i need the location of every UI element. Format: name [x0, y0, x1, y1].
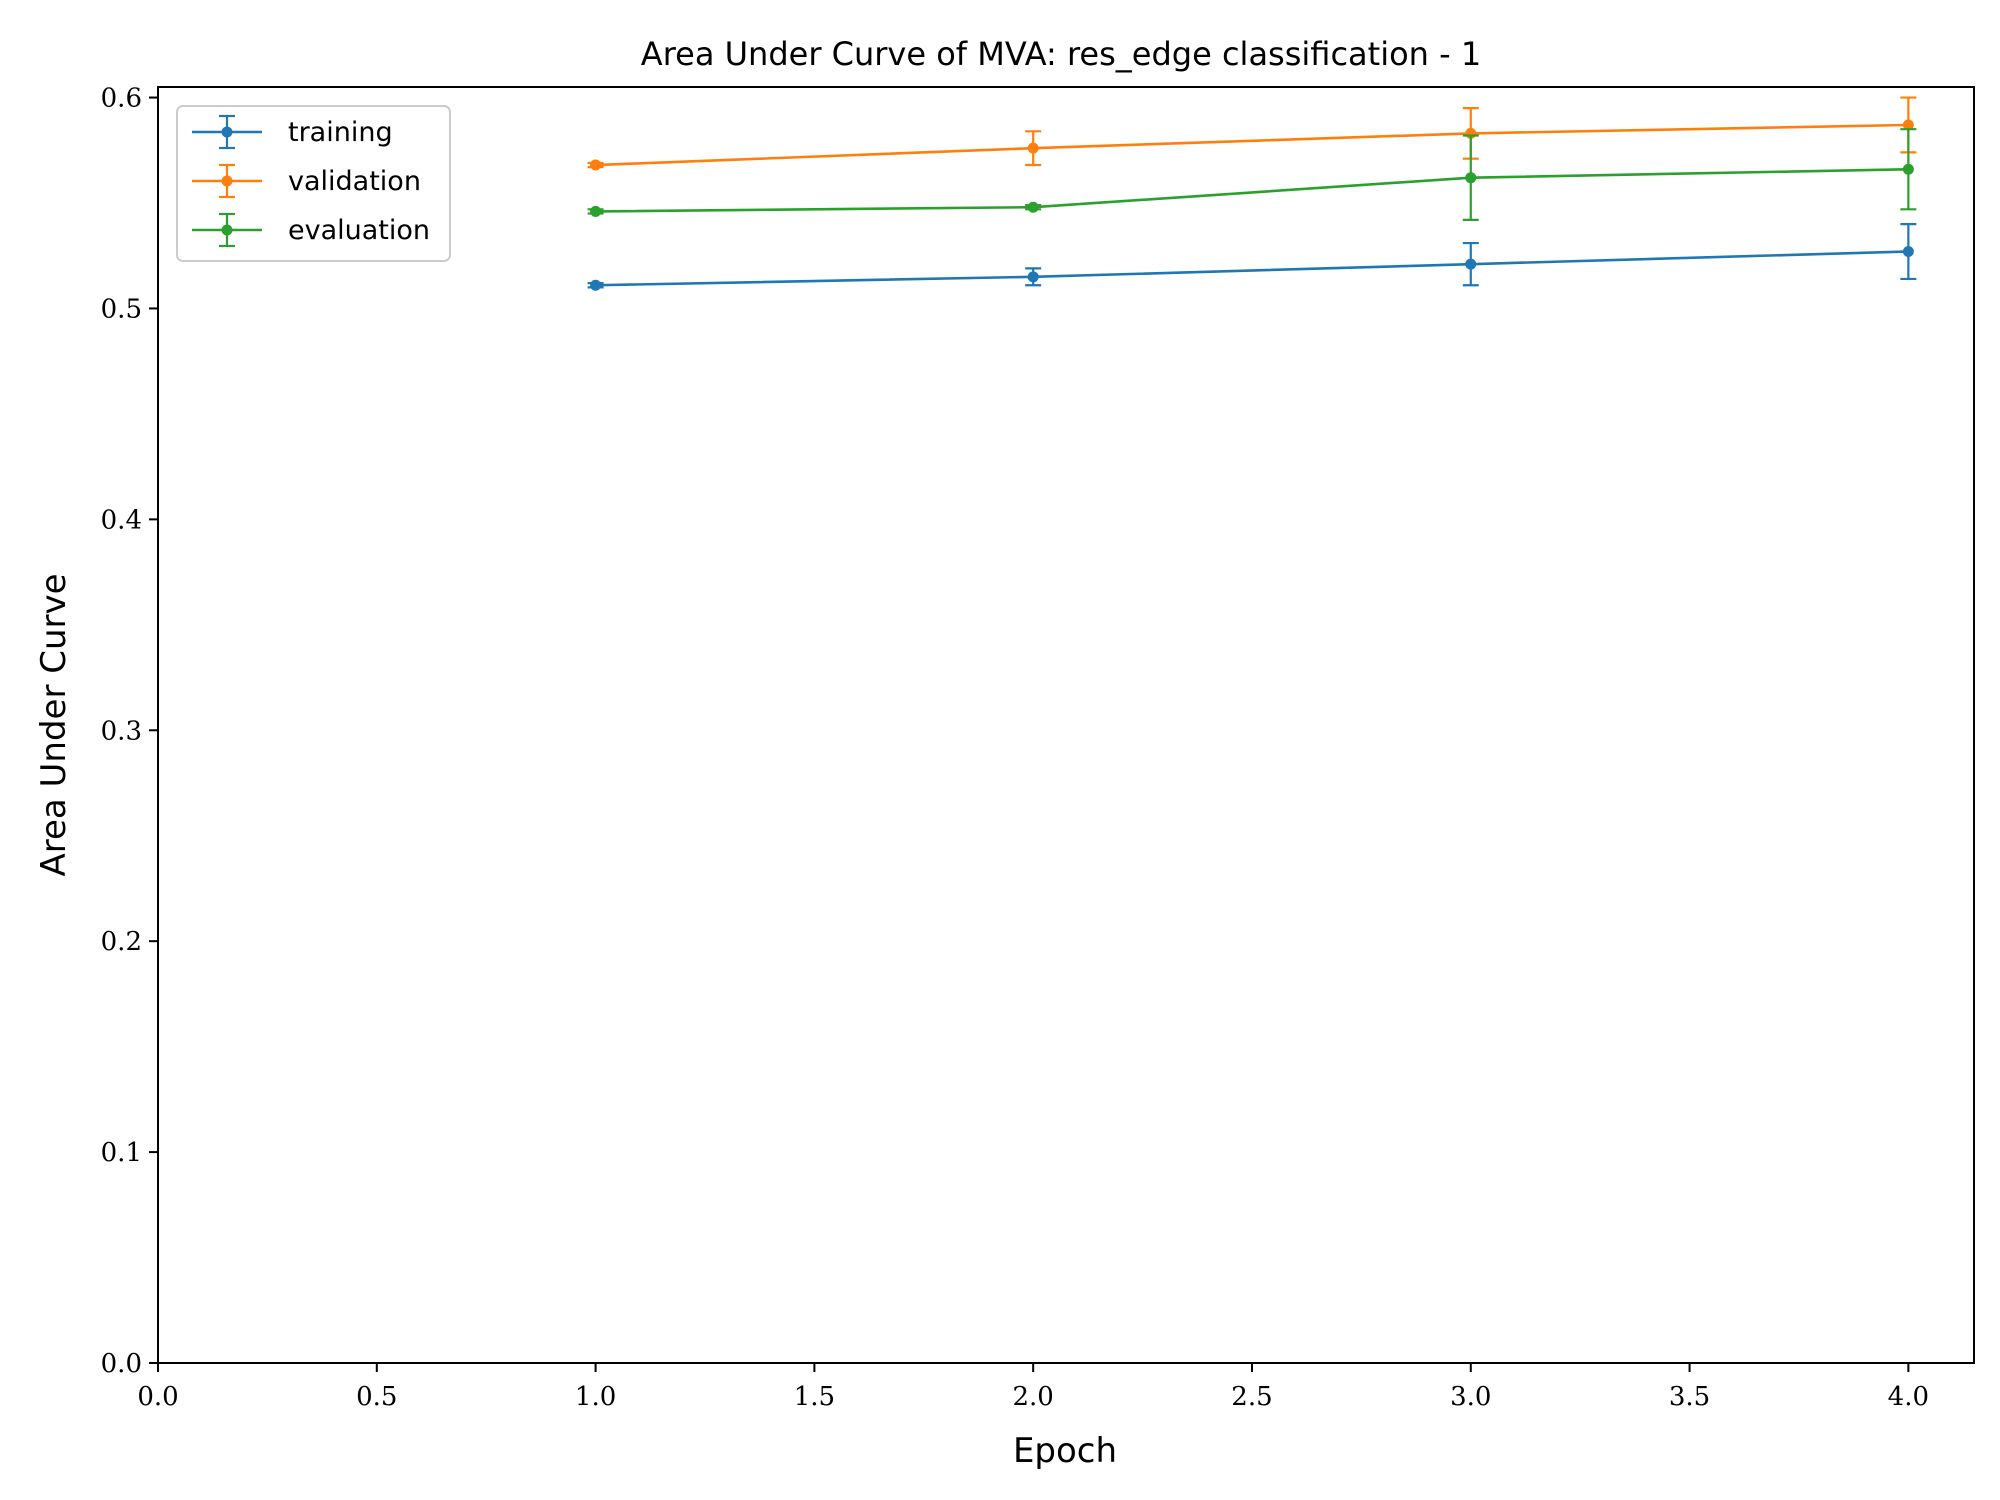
- legend-label: evaluation: [288, 215, 430, 246]
- legend-marker: [221, 126, 233, 138]
- series-line-training: [595, 250, 1909, 287]
- series-training: [587, 222, 1917, 291]
- y-tick-label: 0.2: [101, 927, 142, 957]
- x-tick-label: 4.0: [1888, 1382, 1929, 1412]
- plot-frame: [157, 86, 1975, 1364]
- data-point-training: [1902, 246, 1914, 258]
- data-point-evaluation: [1027, 201, 1039, 213]
- legend-frame: [176, 105, 451, 262]
- data-point-evaluation: [1902, 163, 1914, 175]
- x-tick-label: 1.0: [575, 1382, 616, 1412]
- x-tick-label: 3.0: [1450, 1382, 1491, 1412]
- x-tick-label: 0.5: [356, 1382, 397, 1412]
- legend-entry-evaluation: evaluation: [192, 212, 430, 248]
- legend-label: training: [288, 117, 393, 148]
- series-line-validation: [595, 123, 1909, 167]
- data-point-evaluation: [590, 205, 602, 217]
- series-evaluation: [587, 128, 1917, 221]
- data-point-validation: [1902, 119, 1914, 131]
- y-tick-label: 0.6: [101, 84, 142, 114]
- data-point-training: [1465, 258, 1477, 270]
- series-line-evaluation: [595, 167, 1909, 213]
- x-tick-label: 0.0: [137, 1382, 178, 1412]
- x-tick-label: 2.0: [1013, 1382, 1054, 1412]
- data-point-evaluation: [1465, 172, 1477, 184]
- data-point-training: [1027, 271, 1039, 283]
- legend-marker: [221, 224, 233, 236]
- series-validation: [587, 96, 1917, 171]
- y-tick-label: 0.0: [101, 1349, 142, 1379]
- data-point-training: [590, 279, 602, 291]
- y-axis-label: Area Under Curve: [34, 573, 74, 876]
- x-tick-label: 2.5: [1231, 1382, 1272, 1412]
- x-tick-label: 1.5: [794, 1382, 835, 1412]
- y-tick-label: 0.5: [101, 294, 142, 324]
- y-tick-label: 0.3: [101, 716, 142, 746]
- legend: training validation evaluation: [176, 105, 451, 262]
- x-tick-label: 3.5: [1669, 1382, 1710, 1412]
- legend-entry-training: training: [192, 114, 393, 150]
- data-point-validation: [590, 159, 602, 171]
- plot-area: [587, 96, 1917, 291]
- chart-title: Area Under Curve of MVA: res_edge classi…: [641, 35, 1481, 73]
- y-tick-label: 0.4: [101, 505, 142, 535]
- x-axis-label: Epoch: [1013, 1431, 1117, 1471]
- legend-label: validation: [288, 166, 421, 197]
- legend-entry-validation: validation: [192, 163, 421, 199]
- axis-ticks: 0.0 0.5 1.0 1.5 2.0 2.5 3.0 3.5 4.0 0.0 0.1 0.2 0.3 0…: [101, 84, 1929, 1412]
- data-point-validation: [1027, 142, 1039, 154]
- legend-marker: [221, 175, 233, 187]
- y-tick-label: 0.1: [101, 1138, 142, 1168]
